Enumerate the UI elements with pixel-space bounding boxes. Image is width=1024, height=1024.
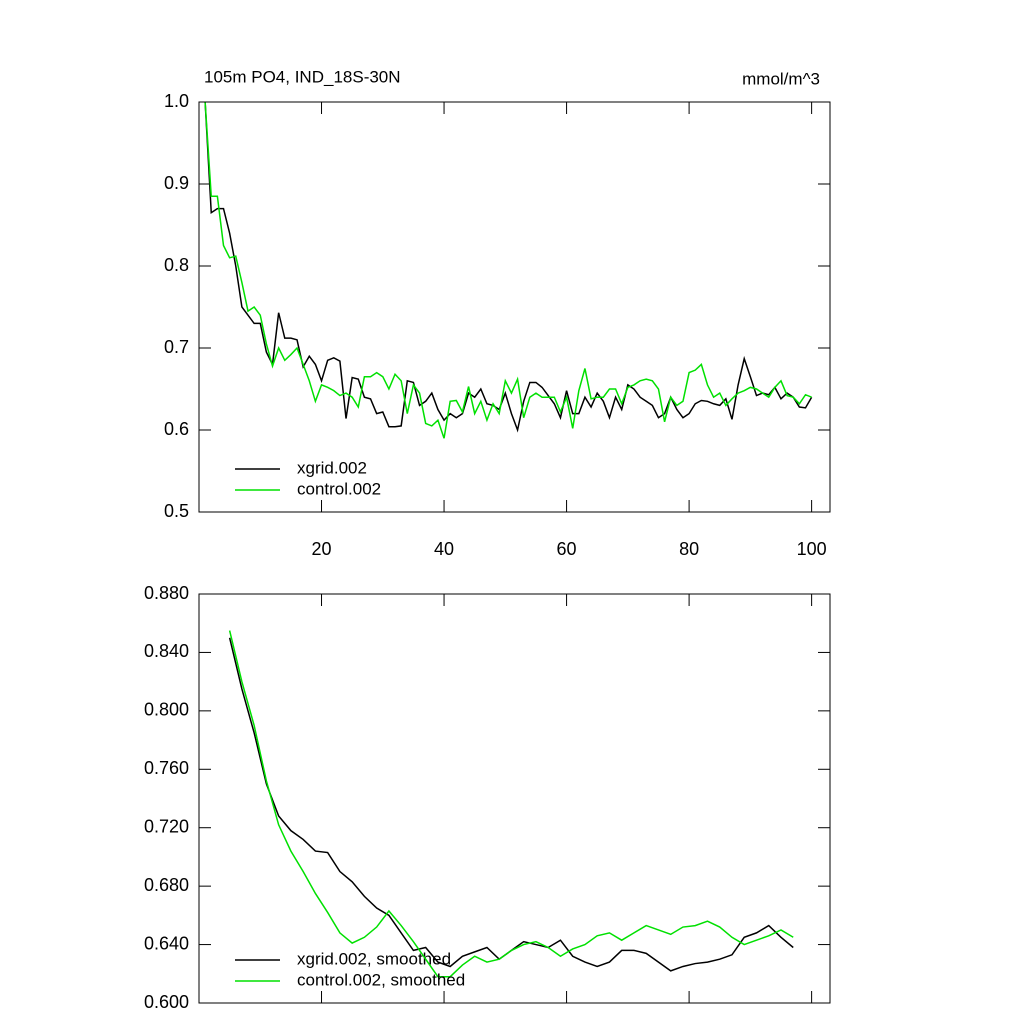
x-tick-label: 60: [557, 539, 577, 559]
x-tick-label: 20: [312, 539, 332, 559]
legend-label: xgrid.002: [297, 458, 367, 477]
plot-frame: [198, 101, 831, 513]
data-line: [204, 101, 812, 439]
y-tick-label: 0.760: [144, 758, 189, 778]
y-tick-label: 0.8: [164, 255, 189, 275]
plot-frame: [198, 593, 831, 1004]
y-tick-label: 1.0: [164, 91, 189, 111]
legend-label: control.002, smoothed: [297, 970, 465, 989]
y-tick-label: 0.5: [164, 501, 189, 521]
legend-label: control.002: [297, 479, 381, 498]
y-tick-label: 0.840: [144, 641, 189, 661]
y-tick-label: 0.880: [144, 583, 189, 603]
chart-title: 105m PO4, IND_18S-30N: [204, 67, 401, 86]
y-tick-label: 0.720: [144, 816, 189, 836]
legend-label: xgrid.002, smoothed: [297, 949, 451, 968]
y-tick-label: 0.640: [144, 933, 189, 953]
x-tick-label: 80: [679, 539, 699, 559]
units-label: mmol/m^3: [742, 69, 820, 88]
y-tick-label: 0.800: [144, 700, 189, 720]
data-line: [228, 630, 794, 978]
y-tick-label: 0.9: [164, 173, 189, 193]
y-tick-label: 0.6: [164, 419, 189, 439]
y-tick-label: 0.600: [144, 992, 189, 1012]
y-tick-label: 0.680: [144, 875, 189, 895]
x-tick-label: 40: [434, 539, 454, 559]
data-line: [204, 101, 813, 433]
data-line: [228, 637, 794, 972]
y-tick-label: 0.7: [164, 337, 189, 357]
x-tick-label: 100: [797, 539, 827, 559]
